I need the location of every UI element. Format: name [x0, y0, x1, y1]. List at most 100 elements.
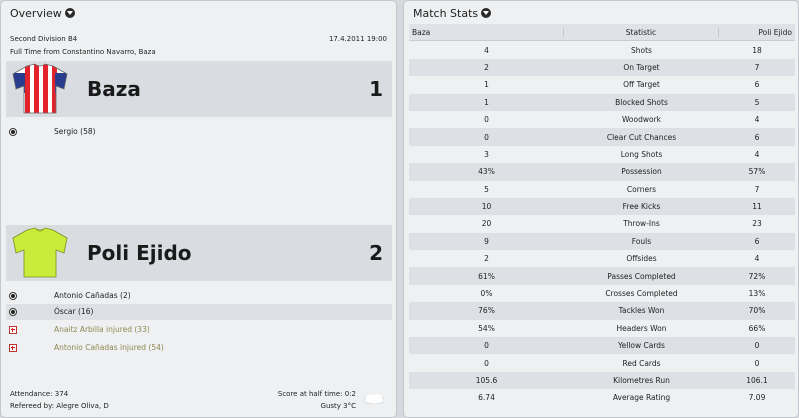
stat-label: Long Shots [620, 149, 663, 159]
chevron-down-icon[interactable] [481, 8, 492, 18]
stat-label: Corners [626, 184, 657, 194]
away-stat-value: 4 [754, 254, 760, 264]
home-stat-value: 6.74 [478, 393, 495, 403]
stat-label: Red Cards [622, 358, 661, 368]
football-icon [9, 308, 17, 316]
match-stats-header[interactable]: Match Stats [404, 1, 798, 25]
table-row: 4 Shots 18 [409, 41, 795, 58]
stat-label: Kilometres Run [613, 376, 670, 385]
table-row: 2 Offsides 4 [409, 250, 795, 267]
away-stat-value: 6 [754, 236, 760, 246]
away-stat-value: 5 [754, 97, 760, 107]
home-column-header[interactable]: Baza [409, 27, 564, 37]
stat-label: Off Target [623, 80, 660, 90]
away-stat-value: 7 [754, 62, 760, 72]
home-stat-value: 20 [481, 219, 492, 229]
home-stat-value: 5 [484, 184, 489, 194]
stat-label: Free Kicks [622, 202, 661, 212]
stat-label: Passes Completed [607, 271, 676, 281]
away-stat-value: 6 [754, 132, 760, 142]
stat-label: Headers Won [616, 323, 667, 333]
football-icon [9, 128, 17, 136]
home-stat-value: 2 [484, 254, 489, 264]
away-stat-value: 23 [752, 219, 762, 229]
chevron-down-icon[interactable] [64, 8, 75, 18]
away-event-text[interactable]: Antonio Cañadas injured (54) [54, 343, 164, 352]
away-event-text[interactable]: Anaitz Arbilla injured (33) [54, 325, 150, 334]
away-team-block: Poli Ejido 2 [6, 225, 392, 281]
home-team-name[interactable]: Baza [87, 77, 141, 101]
home-stat-value: 10 [481, 202, 492, 212]
table-row: 10 Free Kicks 11 [409, 197, 795, 216]
away-event-row: Antonio Cañadas injured (54) [6, 340, 392, 356]
table-row: 105.6 Kilometres Run 106.1 [409, 371, 795, 390]
away-stat-value: 57% [748, 167, 766, 177]
competition-name[interactable]: Second Division B4 [10, 35, 78, 43]
football-icon [9, 292, 17, 300]
injury-icon [9, 326, 17, 334]
away-event-text[interactable]: Antonio Cañadas (2) [54, 291, 131, 300]
stats-table-header: Baza Statistic Poli Ejido [409, 24, 795, 42]
away-stat-value: 4 [754, 149, 760, 159]
table-row: 0 Woodwork 4 [409, 111, 795, 128]
table-row: 54% Headers Won 66% [409, 320, 795, 337]
table-row: 1 Blocked Shots 5 [409, 93, 795, 111]
home-stat-value: 54% [478, 323, 495, 333]
home-stat-value: 9 [484, 236, 489, 246]
home-stat-value: 1 [484, 97, 489, 107]
away-event-row: Anaitz Arbilla injured (33) [6, 322, 392, 338]
red-white-striped-shirt-icon [12, 63, 68, 114]
stat-label: Offsides [626, 254, 657, 264]
stat-label: Yellow Cards [618, 341, 665, 351]
match-date: 17.4.2011 19:00 [328, 35, 387, 43]
stat-label: Average Rating [612, 393, 671, 403]
away-event-row: Óscar (16) [6, 304, 392, 320]
stat-label: Throw-Ins [623, 219, 660, 229]
home-team-block: Baza 1 [6, 61, 392, 117]
away-stat-value: 18 [752, 45, 762, 55]
home-stat-value: 105.6 [475, 376, 498, 385]
table-row: 3 Long Shots 4 [409, 146, 795, 163]
overview-title: Overview [10, 6, 62, 20]
stat-label: Crosses Completed [605, 289, 678, 299]
away-stat-value: 6 [754, 80, 760, 90]
match-meta: Second Division B4 17.4.2011 19:00 [10, 35, 387, 43]
away-stat-value: 70% [748, 306, 766, 316]
away-stat-value: 0 [754, 341, 760, 351]
away-stat-value: 66% [748, 323, 766, 333]
home-stat-value: 0% [480, 289, 493, 299]
home-stat-value: 1 [484, 80, 489, 90]
away-team-name[interactable]: Poli Ejido [87, 241, 192, 265]
table-row: 76% Tackles Won 70% [409, 302, 795, 320]
home-stat-value: 3 [484, 149, 489, 159]
home-stat-value: 61% [478, 271, 495, 281]
full-time-text: Full Time from Constantino Navarro, Baza [10, 48, 156, 56]
statistic-column-header[interactable]: Statistic [564, 27, 719, 37]
table-row: 6.74 Average Rating 7.09 [409, 389, 795, 406]
referee-text[interactable]: Refereed by: Alegre Oliva, D [10, 402, 109, 410]
table-row: 43% Possession 57% [409, 163, 795, 181]
stat-label: Woodwork [621, 115, 662, 125]
home-stat-value: 2 [484, 62, 489, 72]
away-stat-value: 11 [752, 202, 762, 212]
away-stat-value: 106.1 [746, 376, 768, 385]
away-column-header[interactable]: Poli Ejido [758, 27, 792, 37]
stat-label: Possession [621, 167, 662, 177]
table-row: 0% Crosses Completed 13% [409, 285, 795, 302]
stat-label: Shots [631, 45, 652, 55]
table-row: 9 Fouls 6 [409, 232, 795, 251]
away-event-row: Antonio Cañadas (2) [6, 288, 392, 304]
table-row: 20 Throw-Ins 23 [409, 215, 795, 232]
weather-text: Gusty 3°C [320, 402, 356, 410]
match-stats-panel: Match Stats Baza Statistic Poli Ejido 4 S… [403, 0, 799, 418]
stat-label: Tackles Won [618, 306, 665, 316]
stat-label: Blocked Shots [615, 97, 668, 107]
attendance-text: Attendance: 374 [10, 390, 69, 398]
stat-label: Clear Cut Chances [606, 132, 677, 142]
home-event-text[interactable]: Sergio (58) [54, 127, 96, 136]
stat-label: Fouls [631, 236, 652, 246]
stat-label: On Target [623, 62, 660, 72]
away-event-text[interactable]: Óscar (16) [54, 307, 94, 316]
overview-header[interactable]: Overview [1, 1, 396, 25]
away-stat-value: 7 [754, 184, 760, 194]
